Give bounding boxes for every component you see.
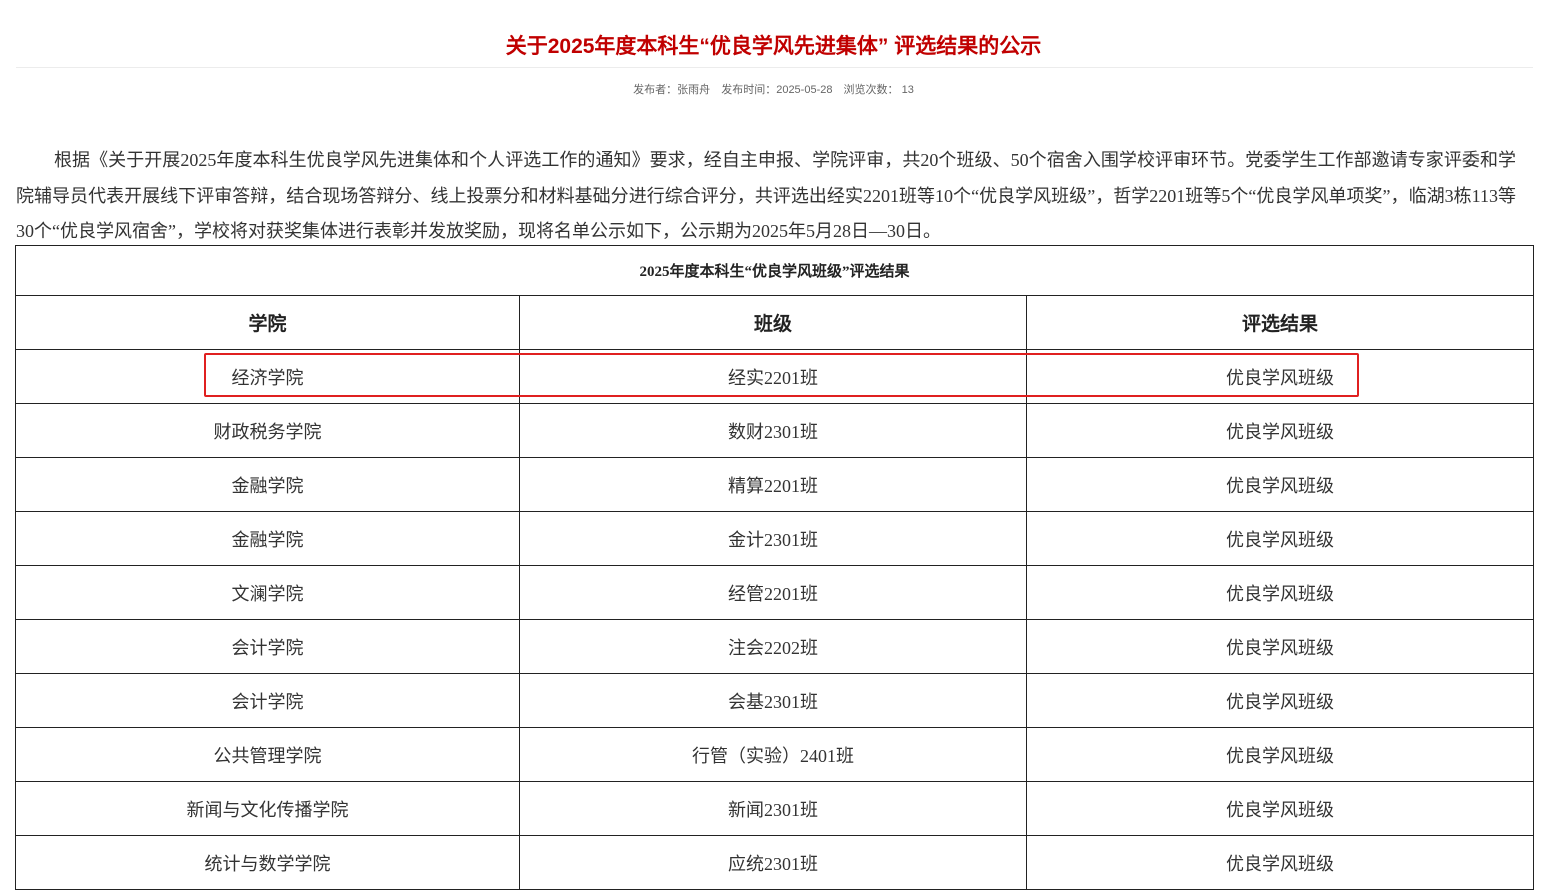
table-row: 统计与数学学院 应统2301班 优良学风班级 [15,835,1534,890]
cell-result: 优良学风班级 [1026,835,1534,890]
title-divider [16,67,1533,68]
publish-date: 发布时间：2025-05-28 [721,84,833,96]
table-row: 金融学院 精算2201班 优良学风班级 [15,457,1534,512]
cell-result: 优良学风班级 [1026,673,1534,728]
cell-class: 注会2202班 [519,619,1027,674]
cell-college: 经济学院 [15,349,520,404]
cell-college: 财政税务学院 [15,403,520,458]
cell-college: 公共管理学院 [15,727,520,782]
table-row: 会计学院 注会2202班 优良学风班级 [15,619,1534,674]
cell-result: 优良学风班级 [1026,511,1534,566]
cell-result: 优良学风班级 [1026,403,1534,458]
table-row: 经济学院 经实2201班 优良学风班级 [15,349,1534,404]
cell-class: 经实2201班 [519,349,1027,404]
results-table: 2025年度本科生“优良学风班级”评选结果 学院 班级 评选结果 经济学院 经实2… [15,245,1534,890]
cell-college: 金融学院 [15,457,520,512]
cell-result: 优良学风班级 [1026,727,1534,782]
cell-college: 会计学院 [15,619,520,674]
header-class: 班级 [519,295,1027,350]
article-meta: 发布者：张雨舟 发布时间：2025-05-28 浏览次数： 13 [0,81,1547,97]
table-caption: 2025年度本科生“优良学风班级”评选结果 [15,245,1534,296]
cell-class: 经管2201班 [519,565,1027,620]
intro-paragraph: 根据《关于开展2025年度本科生优良学风先进集体和个人评选工作的通知》要求，经自… [16,150,1516,241]
table-row: 会计学院 会基2301班 优良学风班级 [15,673,1534,728]
table-row: 文澜学院 经管2201班 优良学风班级 [15,565,1534,620]
table-row: 财政税务学院 数财2301班 优良学风班级 [15,403,1534,458]
cell-class: 数财2301班 [519,403,1027,458]
table-row: 金融学院 金计2301班 优良学风班级 [15,511,1534,566]
cell-college: 新闻与文化传播学院 [15,781,520,836]
publisher: 发布者：张雨舟 [633,84,711,96]
cell-result: 优良学风班级 [1026,349,1534,404]
cell-college: 文澜学院 [15,565,520,620]
cell-class: 新闻2301班 [519,781,1027,836]
cell-class: 会基2301班 [519,673,1027,728]
cell-class: 金计2301班 [519,511,1027,566]
cell-class: 行管（实验）2401班 [519,727,1027,782]
cell-college: 金融学院 [15,511,520,566]
cell-result: 优良学风班级 [1026,781,1534,836]
view-count: 浏览次数： 13 [843,84,914,96]
table-row: 公共管理学院 行管（实验）2401班 优良学风班级 [15,727,1534,782]
cell-class: 应统2301班 [519,835,1027,890]
header-result: 评选结果 [1026,295,1534,350]
cell-college: 会计学院 [15,673,520,728]
table-row: 新闻与文化传播学院 新闻2301班 优良学风班级 [15,781,1534,836]
cell-result: 优良学风班级 [1026,619,1534,674]
cell-college: 统计与数学学院 [15,835,520,890]
cell-class: 精算2201班 [519,457,1027,512]
header-college: 学院 [15,295,520,350]
cell-result: 优良学风班级 [1026,457,1534,512]
cell-result: 优良学风班级 [1026,565,1534,620]
page-title: 关于2025年度本科生“优良学风先进集体” 评选结果的公示 [505,35,1042,58]
